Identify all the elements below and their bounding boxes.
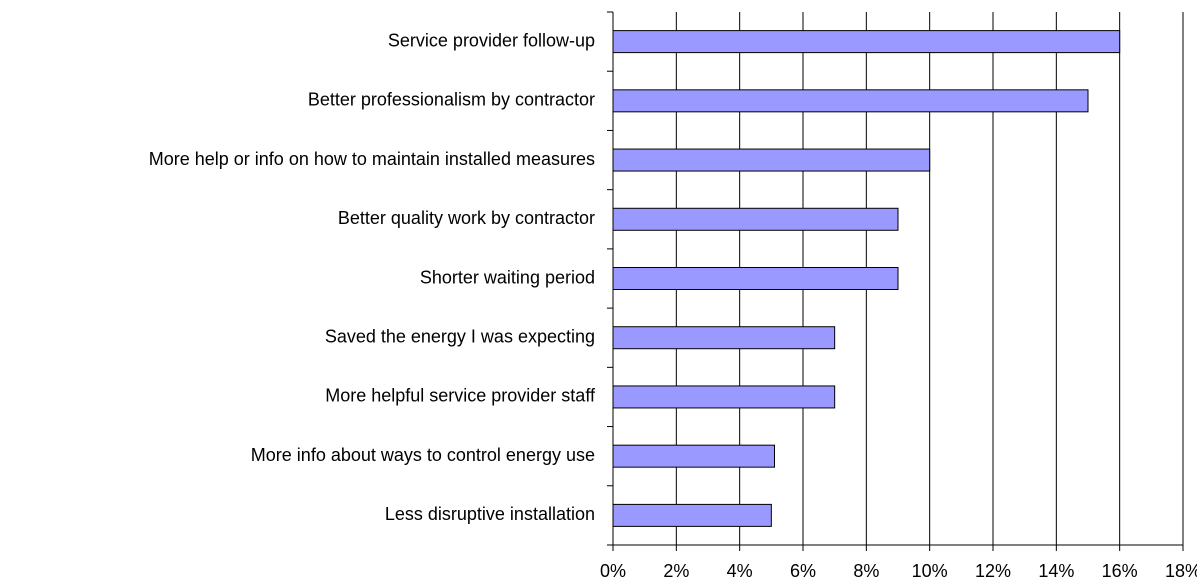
y-tick-label: More help or info on how to maintain ins… [149, 149, 595, 169]
bar [612, 207, 899, 231]
bar [612, 267, 899, 290]
bar [612, 444, 775, 468]
y-tick-label: Shorter waiting period [420, 267, 595, 287]
bar [612, 503, 772, 527]
y-tick-label: Service provider follow-up [388, 30, 595, 50]
x-tick-label: 16% [1102, 561, 1138, 581]
y-tick-label: Less disruptive installation [385, 504, 595, 524]
y-tick-label: More info about ways to control energy u… [251, 445, 595, 465]
bar [612, 89, 1089, 113]
y-tick-label: Better professionalism by contractor [308, 90, 595, 110]
bar [612, 326, 836, 350]
x-tick-label: 10% [912, 561, 948, 581]
x-tick-label: 18% [1165, 561, 1197, 581]
y-tick-label: Better quality work by contractor [338, 208, 595, 228]
x-tick-label: 8% [853, 561, 879, 581]
bar [612, 385, 836, 409]
x-tick-label: 2% [663, 561, 689, 581]
bar [612, 30, 1121, 54]
x-tick-label: 0% [600, 561, 626, 581]
x-tick-label: 12% [975, 561, 1011, 581]
x-tick-label: 4% [727, 561, 753, 581]
x-tick-label: 6% [790, 561, 816, 581]
y-tick-label: Saved the energy I was expecting [325, 326, 595, 346]
x-tick-label: 14% [1038, 561, 1074, 581]
y-tick-label: More helpful service provider staff [325, 386, 596, 406]
bar [612, 148, 931, 172]
